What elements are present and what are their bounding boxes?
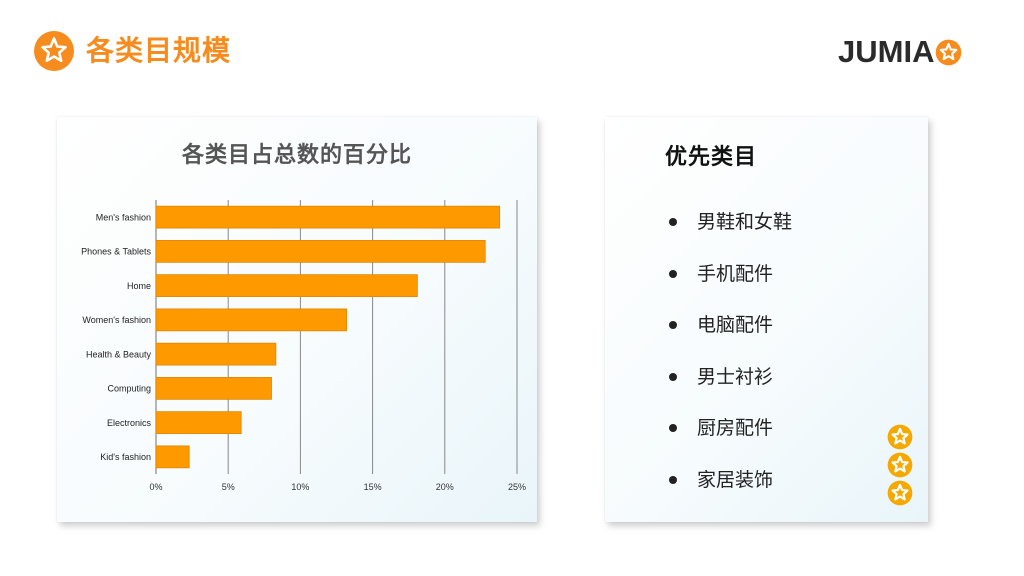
x-tick-label: 10% xyxy=(291,482,309,492)
list-item: 男鞋和女鞋 xyxy=(667,205,792,257)
category-label: Phones & Tablets xyxy=(81,247,151,257)
category-label: Women's fashion xyxy=(82,315,151,325)
priority-title: 优先类目 xyxy=(665,145,758,170)
bar xyxy=(155,205,501,229)
bar xyxy=(155,342,277,366)
priority-list: 男鞋和女鞋 手机配件 电脑配件 男士衬衫 厨房配件 家居装饰 xyxy=(667,205,792,514)
list-item-label: 家居装饰 xyxy=(697,468,774,491)
bar xyxy=(155,240,486,263)
list-item: 男士衬衫 xyxy=(667,360,792,412)
x-tick-label: 20% xyxy=(436,482,454,492)
chart-title: 各类目占总数的百分比 xyxy=(181,143,412,168)
star-circle-icon xyxy=(887,452,913,478)
logo-text: JUMIA xyxy=(838,34,935,69)
list-item: 家居装饰 xyxy=(667,463,792,515)
star-circle-icon xyxy=(887,424,913,450)
category-label: Men's fashion xyxy=(96,212,151,222)
bar xyxy=(155,274,418,297)
category-label: Home xyxy=(127,281,151,291)
bar xyxy=(155,308,348,332)
bar xyxy=(155,445,190,469)
list-item-label: 厨房配件 xyxy=(697,417,774,439)
star-circle-icon xyxy=(935,39,962,66)
list-item: 手机配件 xyxy=(667,257,792,309)
bar xyxy=(155,411,242,434)
priority-card: 优先类目 男鞋和女鞋 手机配件 电脑配件 男士衬衫 厨房配件 家居装饰 xyxy=(605,117,928,522)
x-tick-label: 0% xyxy=(149,482,162,492)
list-item-label: 男鞋和女鞋 xyxy=(697,211,793,233)
bullet-icon xyxy=(669,321,677,329)
category-label: Kid's fashion xyxy=(100,452,151,462)
bullet-icon xyxy=(669,475,677,484)
bar-chart: Men's fashion Phones & Tablets Home Women's… xyxy=(81,200,526,492)
category-label: Health & Beauty xyxy=(86,349,152,359)
x-tick-label: 15% xyxy=(364,482,382,492)
x-tick-label: 5% xyxy=(222,482,235,492)
bullet-icon xyxy=(669,269,677,278)
x-tick-label: 25% xyxy=(508,482,526,492)
decorative-stars xyxy=(887,424,913,506)
list-item: 电脑配件 xyxy=(667,308,792,360)
bullet-icon xyxy=(669,218,677,226)
jumia-logo: JUMIA xyxy=(838,36,962,68)
list-item-label: 手机配件 xyxy=(697,262,774,285)
bullet-icon xyxy=(669,372,677,381)
bullet-icon xyxy=(669,424,677,432)
bar xyxy=(155,377,272,400)
category-label: Computing xyxy=(107,384,151,394)
list-item-label: 电脑配件 xyxy=(697,314,774,336)
chart-card: 各类目占总数的百分比 Men's fashion Phones & Tablets… xyxy=(57,117,537,522)
category-label: Electronics xyxy=(107,418,152,428)
list-item-label: 男士衬衫 xyxy=(697,365,774,388)
list-item: 厨房配件 xyxy=(667,411,792,463)
star-circle-icon xyxy=(887,480,913,506)
star-circle-icon xyxy=(34,31,74,71)
page-title: 各类目规模 xyxy=(86,34,232,67)
